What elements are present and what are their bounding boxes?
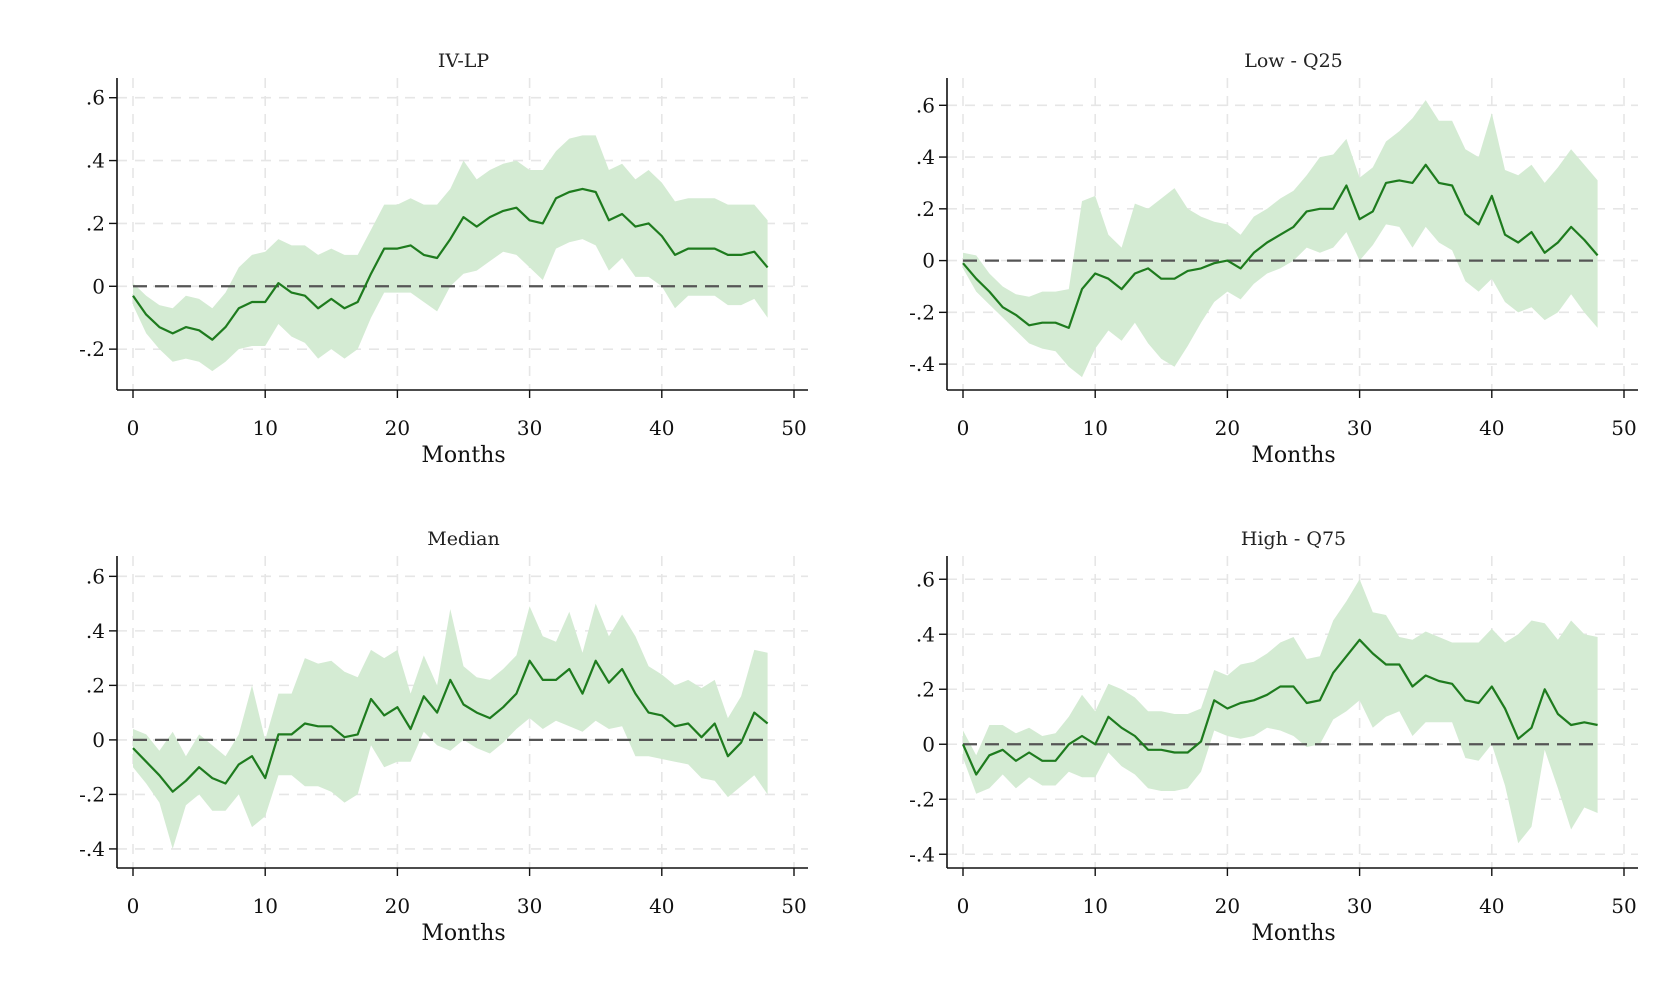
y-tick-label: 0 [922,732,935,756]
x-tick-label: 10 [252,416,277,440]
x-tick-label: 10 [1082,894,1107,918]
chart-svg: -.4 -.2 0 .2 .4 .6 0 10 20 30 40 50 High - Q75 Months [909,528,1638,946]
y-tick-label: .6 [86,86,105,110]
x-axis-label: Months [421,443,505,468]
panel-iv-lp: -.2 0 .2 .4 .6 0 10 20 30 40 50 IV-LP Months [0,0,830,470]
x-tick-label: 50 [1611,416,1636,440]
y-tick-label: .6 [916,567,935,591]
chart-title: IV-LP [438,50,490,72]
chart-title: Low - Q25 [1244,50,1343,72]
y-tick-label: .6 [916,93,935,117]
y-tick-label: -.4 [909,842,935,866]
series-line [961,638,1598,776]
x-tick-label: 0 [127,894,140,918]
x-tick-label: 0 [957,894,970,918]
chart-title: Median [427,528,500,550]
x-tick-label: 20 [385,894,410,918]
confidence-band [963,100,1598,378]
x-axis-label: Months [421,921,505,946]
x-tick-label: 0 [127,416,140,440]
x-tick-label: 40 [1479,416,1504,440]
x-tick-label: 50 [1611,894,1636,918]
chart-svg: -.4 -.2 0 .2 .4 .6 0 10 20 30 40 50 Median Months [79,528,808,946]
y-tick-label: .6 [86,564,105,588]
y-tick-label: .4 [916,145,935,169]
y-tick-label: .4 [916,622,935,646]
y-tick-label: 0 [92,728,105,752]
x-tick-label: 10 [252,894,277,918]
x-tick-label: 20 [385,416,410,440]
x-tick-label: 10 [1082,416,1107,440]
panel-low-q25: -.4 -.2 0 .2 .4 .6 0 10 20 30 40 50 Low - Q25 Months [830,0,1660,470]
y-tick-label: .4 [86,619,105,643]
panel-high-q75: -.4 -.2 0 .2 .4 .6 0 10 20 30 40 50 High - Q75 Months [830,478,1660,948]
y-tick-label: -.2 [79,337,105,361]
y-tick-label: .2 [916,197,935,221]
series-line [962,163,1599,329]
x-tick-label: 40 [649,416,674,440]
confidence-band [133,603,768,849]
x-tick-label: 50 [781,416,806,440]
y-tick-label: .4 [86,149,105,173]
y-tick-label: -.4 [909,352,935,376]
x-tick-label: 0 [957,416,970,440]
y-tick-label: -.2 [79,782,105,806]
x-tick-label: 30 [517,894,542,918]
y-tick-label: -.2 [909,300,935,324]
x-tick-label: 30 [517,416,542,440]
y-tick-label: -.2 [909,787,935,811]
confidence-band [133,135,768,372]
x-tick-label: 50 [781,894,806,918]
x-tick-label: 20 [1215,416,1240,440]
x-tick-label: 30 [1347,416,1372,440]
y-tick-label: -.4 [79,837,105,861]
x-tick-label: 30 [1347,894,1372,918]
x-axis-label: Months [1251,443,1335,468]
y-tick-label: .2 [916,677,935,701]
x-tick-label: 40 [649,894,674,918]
chart-title: High - Q75 [1241,528,1346,550]
x-tick-label: 40 [1479,894,1504,918]
panel-median: -.4 -.2 0 .2 .4 .6 0 10 20 30 40 50 Median Months [0,478,830,948]
chart-svg: -.2 0 .2 .4 .6 0 10 20 30 40 50 IV-LP Months [79,50,808,468]
series-line [132,659,769,793]
confidence-band [963,579,1598,844]
y-tick-label: .2 [86,211,105,235]
x-axis-label: Months [1251,921,1335,946]
series-line [132,187,769,341]
y-tick-label: .2 [86,673,105,697]
chart-svg: -.4 -.2 0 .2 .4 .6 0 10 20 30 40 50 Low - Q25 Months [909,50,1638,468]
y-tick-label: 0 [922,249,935,273]
x-tick-label: 20 [1215,894,1240,918]
y-tick-label: 0 [92,274,105,298]
